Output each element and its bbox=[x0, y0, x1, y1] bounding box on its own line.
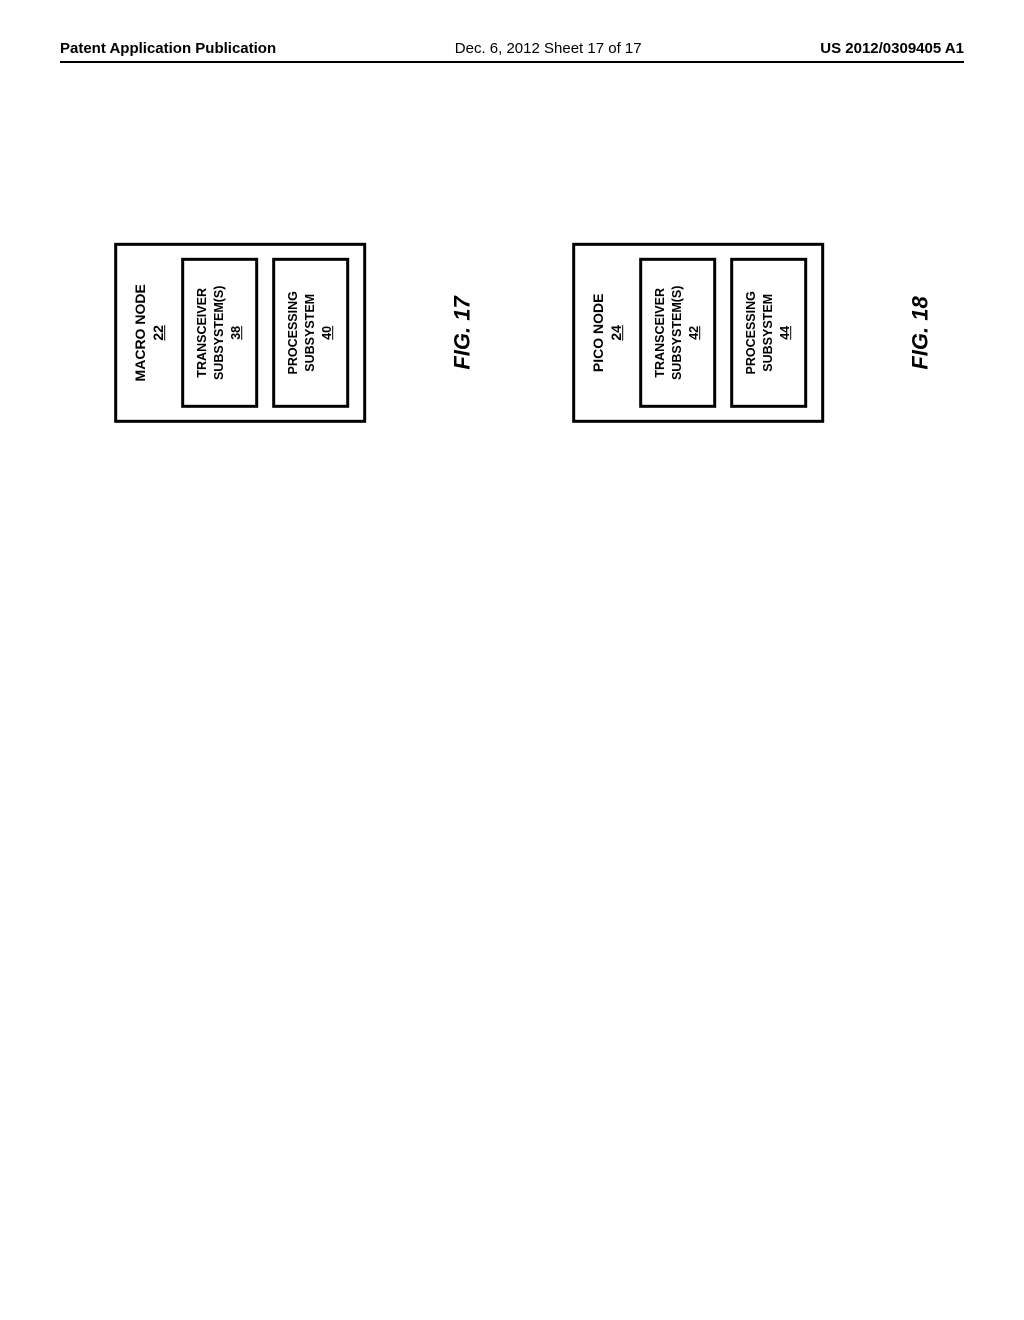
macro-node-block: MACRO NODE 22 TRANSCEIVER SUBSYSTEM(S) 3… bbox=[114, 243, 366, 423]
pico-transceiver-subblock: TRANSCEIVER SUBSYSTEM(S) 42 bbox=[640, 258, 717, 408]
macro-trx-line1: TRANSCEIVER bbox=[196, 288, 210, 378]
macro-transceiver-subblock: TRANSCEIVER SUBSYSTEM(S) 38 bbox=[182, 258, 259, 408]
pico-trx-line2: SUBSYSTEM(S) bbox=[670, 286, 684, 380]
figure-19-block-wrap: UE 26 TRANSCEIVER SUBSYSTEM 46 PROCESSIN… bbox=[976, 223, 1024, 443]
fig17-label-wrap: FIG. 17 bbox=[438, 273, 488, 393]
macro-node-ref: 22 bbox=[150, 325, 166, 341]
pico-trx-line1: TRANSCEIVER bbox=[654, 288, 668, 378]
pico-node-block: PICO NODE 24 TRANSCEIVER SUBSYSTEM(S) 42… bbox=[572, 243, 824, 423]
figure-17-block-wrap: MACRO NODE 22 TRANSCEIVER SUBSYSTEM(S) 3… bbox=[60, 223, 420, 443]
patent-page: Patent Application Publication Dec. 6, 2… bbox=[0, 0, 1024, 1320]
pico-proc-line2: SUBSYSTEM bbox=[761, 294, 775, 372]
figure-17-group: MACRO NODE 22 TRANSCEIVER SUBSYSTEM(S) 3… bbox=[60, 223, 488, 443]
pico-node-title: PICO NODE 24 bbox=[589, 294, 625, 373]
pico-proc-ref: 44 bbox=[778, 326, 792, 340]
pico-proc-line1: PROCESSING bbox=[744, 291, 758, 374]
header-center: Dec. 6, 2012 Sheet 17 of 17 bbox=[455, 40, 642, 57]
page-header: Patent Application Publication Dec. 6, 2… bbox=[60, 40, 964, 63]
fig18-label: FIG. 18 bbox=[908, 296, 934, 369]
pico-trx-ref: 42 bbox=[687, 326, 701, 340]
pico-node-title-text: PICO NODE bbox=[590, 294, 606, 373]
header-left: Patent Application Publication bbox=[60, 40, 276, 57]
macro-processing-subblock: PROCESSING SUBSYSTEM 40 bbox=[272, 258, 349, 408]
macro-trx-ref: 38 bbox=[229, 326, 243, 340]
figure-18-group: PICO NODE 24 TRANSCEIVER SUBSYSTEM(S) 42… bbox=[518, 223, 946, 443]
figure-18-block-wrap: PICO NODE 24 TRANSCEIVER SUBSYSTEM(S) 42… bbox=[518, 223, 878, 443]
macro-node-title: MACRO NODE 22 bbox=[131, 284, 167, 381]
macro-proc-ref: 40 bbox=[320, 326, 334, 340]
figures-row: MACRO NODE 22 TRANSCEIVER SUBSYSTEM(S) 3… bbox=[60, 223, 964, 443]
fig18-label-wrap: FIG. 18 bbox=[896, 273, 946, 393]
header-right: US 2012/0309405 A1 bbox=[820, 40, 964, 57]
figure-19-group: UE 26 TRANSCEIVER SUBSYSTEM 46 PROCESSIN… bbox=[976, 223, 1024, 443]
fig17-label: FIG. 17 bbox=[450, 296, 476, 369]
macro-trx-line2: SUBSYSTEM(S) bbox=[212, 286, 226, 380]
macro-node-title-text: MACRO NODE bbox=[132, 284, 148, 381]
pico-processing-subblock: PROCESSING SUBSYSTEM 44 bbox=[730, 258, 807, 408]
pico-node-ref: 24 bbox=[608, 325, 624, 341]
macro-proc-line2: SUBSYSTEM bbox=[303, 294, 317, 372]
macro-proc-line1: PROCESSING bbox=[286, 291, 300, 374]
